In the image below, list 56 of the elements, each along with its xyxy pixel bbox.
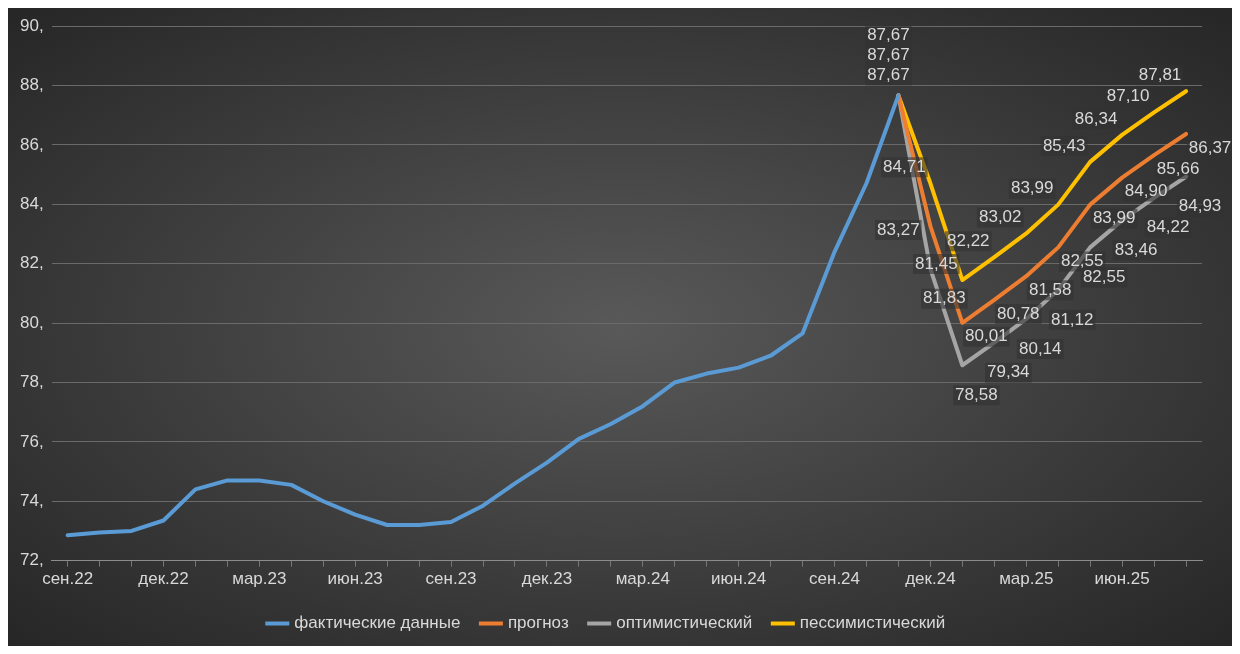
- data-label: 83,99: [1092, 208, 1136, 228]
- legend-label: пессимистический: [799, 613, 946, 633]
- x-tick-label: июн.24: [711, 569, 767, 589]
- y-tick-label: 84,: [19, 194, 44, 214]
- data-label: 87,81: [1138, 64, 1182, 84]
- data-label: 78,58: [955, 384, 998, 404]
- data-label: 79,34: [987, 362, 1030, 382]
- y-tick-label: 88,: [19, 75, 44, 95]
- x-tick-label: мар.25: [999, 569, 1054, 589]
- data-label: 80,01: [965, 326, 1008, 346]
- data-label: 87,67: [867, 65, 910, 85]
- data-label: 84,93: [1178, 196, 1222, 216]
- data-label: 84,22: [1146, 217, 1190, 237]
- x-tick-label: июн.25: [1094, 569, 1150, 589]
- data-label: 83,46: [1114, 240, 1158, 260]
- data-label: 81,58: [1028, 279, 1072, 299]
- data-label: 82,22: [947, 230, 990, 250]
- y-tick-label: 78,: [19, 372, 44, 392]
- data-label: 85,66: [1156, 158, 1200, 178]
- data-label: 80,14: [1018, 338, 1062, 358]
- y-tick-label: 82,: [19, 253, 44, 273]
- data-label: 81,45: [915, 253, 958, 273]
- y-tick-label: 74,: [19, 490, 44, 510]
- data-label: 86,37: [1188, 137, 1232, 157]
- x-tick-label: сен.23: [425, 569, 477, 589]
- y-tick-label: 80,: [19, 312, 44, 332]
- x-tick-label: сен.24: [809, 569, 861, 589]
- x-tick-label: дек.24: [905, 569, 956, 589]
- data-label: 81,12: [1050, 309, 1094, 329]
- x-tick-label: июн.23: [327, 569, 383, 589]
- y-tick-label: 90,: [19, 15, 44, 35]
- x-tick-label: мар.23: [232, 569, 287, 589]
- legend-label: фактические данные: [294, 613, 461, 633]
- data-label: 81,83: [923, 288, 966, 308]
- y-tick-label: 72,: [19, 550, 44, 570]
- data-label: 83,99: [1010, 178, 1054, 198]
- data-label: 83,02: [978, 207, 1022, 227]
- data-label: 80,78: [997, 303, 1040, 323]
- data-label: 82,55: [1082, 267, 1126, 287]
- data-label: 87,67: [867, 45, 910, 65]
- data-label: 84,71: [883, 156, 926, 176]
- x-tick-label: мар.24: [615, 569, 670, 589]
- data-label: 83,27: [877, 219, 920, 239]
- x-tick-label: дек.22: [138, 569, 189, 589]
- y-tick-label: 86,: [19, 134, 44, 154]
- x-tick-label: сен.22: [42, 569, 94, 589]
- data-label: 84,90: [1124, 181, 1168, 201]
- x-tick-label: дек.23: [521, 569, 573, 589]
- data-label: 87,67: [867, 25, 910, 45]
- data-label: 82,55: [1060, 251, 1104, 271]
- legend-label: прогноз: [507, 613, 569, 633]
- data-label: 87,10: [1106, 85, 1150, 105]
- y-tick-label: 76,: [19, 431, 44, 451]
- data-label: 86,34: [1074, 108, 1118, 128]
- legend-label: оптимистический: [616, 613, 753, 633]
- data-label: 85,43: [1042, 135, 1086, 155]
